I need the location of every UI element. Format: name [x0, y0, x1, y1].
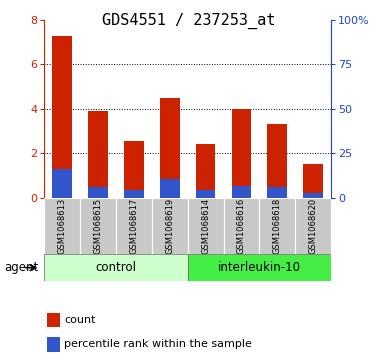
Bar [116, 198, 152, 254]
Bar [44, 254, 188, 281]
Bar [303, 164, 323, 198]
Text: interleukin-10: interleukin-10 [218, 261, 301, 274]
Text: GSM1068614: GSM1068614 [201, 198, 210, 254]
Text: count: count [64, 315, 96, 325]
Bar [44, 198, 80, 254]
Text: percentile rank within the sample: percentile rank within the sample [64, 339, 252, 350]
Text: agent: agent [4, 261, 38, 274]
Bar [47, 313, 60, 327]
Text: GSM1068616: GSM1068616 [237, 198, 246, 254]
Bar [295, 198, 331, 254]
Text: GSM1068615: GSM1068615 [94, 198, 102, 254]
Bar [152, 198, 188, 254]
Bar [224, 198, 259, 254]
Bar [259, 198, 295, 254]
Text: GSM1068618: GSM1068618 [273, 198, 282, 254]
Bar [303, 193, 323, 198]
Text: GSM1068613: GSM1068613 [58, 198, 67, 254]
Bar [80, 198, 116, 254]
Bar [232, 109, 251, 198]
Text: GSM1068617: GSM1068617 [129, 198, 139, 254]
Text: GSM1068619: GSM1068619 [165, 198, 174, 254]
Text: GSM1068620: GSM1068620 [309, 198, 318, 254]
Bar [268, 187, 287, 198]
Text: control: control [95, 261, 136, 274]
Bar [52, 36, 72, 198]
Text: GDS4551 / 237253_at: GDS4551 / 237253_at [102, 13, 275, 29]
Bar [188, 198, 224, 254]
Bar [47, 337, 60, 352]
Bar [196, 190, 216, 198]
Bar [52, 169, 72, 198]
Bar [88, 111, 108, 198]
Bar [124, 190, 144, 198]
Bar [160, 98, 180, 198]
Bar [188, 254, 331, 281]
Bar [124, 141, 144, 198]
Bar [88, 187, 108, 198]
Bar [268, 125, 287, 198]
Bar [160, 179, 180, 198]
Bar [232, 185, 251, 198]
Bar [196, 144, 216, 198]
